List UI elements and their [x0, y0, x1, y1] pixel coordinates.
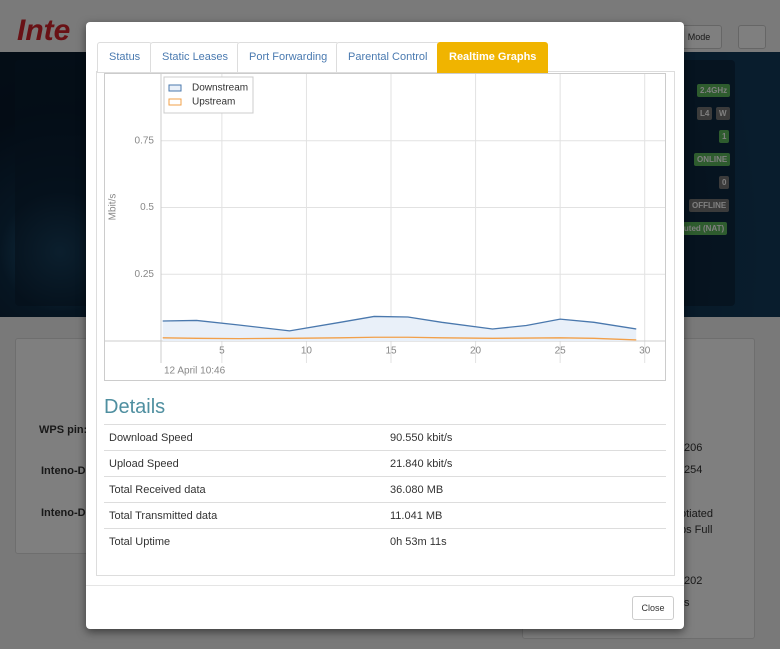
legend-label: Upstream	[192, 97, 235, 108]
details-label: Download Speed	[109, 432, 193, 444]
x-tick-label: 5	[219, 346, 225, 357]
tab[interactable]: Port Forwarding	[237, 42, 340, 73]
details-row: Total Received data 36.080 MB	[104, 476, 666, 503]
details-row: Upload Speed 21.840 kbit/s	[104, 450, 666, 477]
legend-swatch	[168, 98, 182, 106]
tab[interactable]: Static Leases	[150, 42, 241, 73]
x-tick-label: 15	[385, 346, 397, 357]
y-tick-label: 0.25	[135, 269, 155, 280]
details-value: 36.080 MB	[390, 484, 444, 496]
close-button[interactable]: Close	[632, 596, 674, 620]
legend-box	[163, 76, 254, 114]
details-label: Total Received data	[109, 484, 206, 496]
details-label: Total Uptime	[109, 536, 171, 548]
x-tick-label: 25	[555, 346, 567, 357]
line	[162, 336, 637, 341]
details-row: Total Uptime 0h 53m 11s	[104, 528, 666, 555]
tab[interactable]: Status	[97, 42, 153, 73]
x-caption: 12 April 10:46	[164, 366, 226, 377]
details-title: Details	[104, 396, 166, 418]
tab[interactable]: Parental Control	[336, 42, 440, 73]
details-row: Download Speed 90.550 kbit/s	[104, 424, 666, 451]
x-tick-label: 20	[470, 346, 482, 357]
line	[162, 315, 637, 332]
legend-label: Downstream	[192, 83, 248, 94]
y-tick-label: 0.75	[135, 135, 155, 146]
details-value: 11.041 MB	[390, 510, 443, 522]
details-label: Total Transmitted data	[109, 510, 218, 522]
x-tick-label: 30	[639, 346, 651, 357]
details-value: 0h 53m 11s	[390, 536, 447, 548]
modal-footer-line	[86, 585, 684, 586]
details-label: Upload Speed	[109, 458, 179, 470]
chart: Mbit/s 12 April 10:46 0.25 0.5 0.75 5 10 15 20…	[104, 73, 666, 381]
y-tick-label: 0.5	[140, 202, 154, 213]
details-value: 90.550 kbit/s	[390, 432, 453, 444]
details-value: 21.840 kbit/s	[390, 458, 453, 470]
x-tick-label: 10	[301, 346, 313, 357]
y-axis-label: Mbit/s	[108, 194, 119, 221]
area	[162, 316, 637, 341]
legend-swatch	[168, 84, 182, 92]
tab[interactable]: Realtime Graphs	[437, 42, 549, 73]
details-row: Total Transmitted data 11.041 MB	[104, 502, 666, 529]
